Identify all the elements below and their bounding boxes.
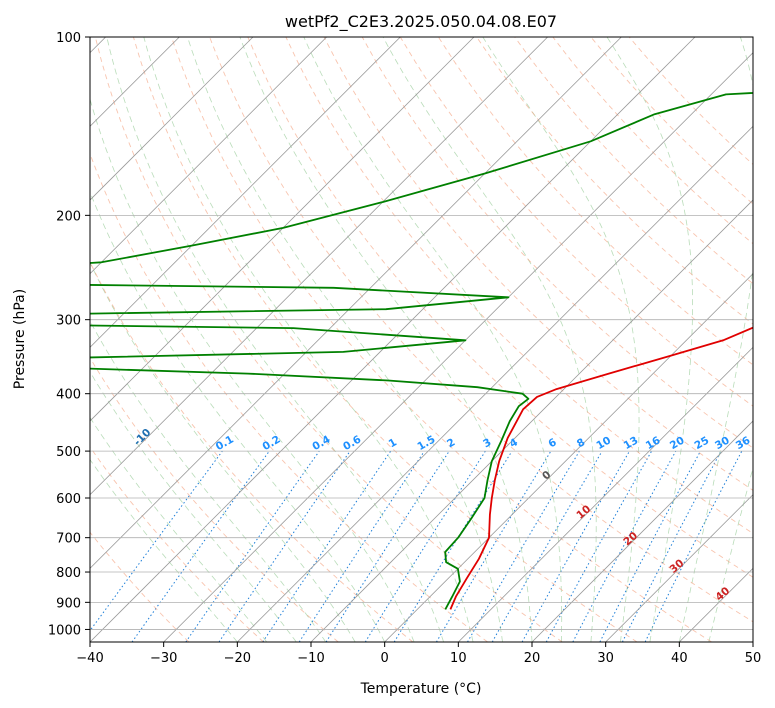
y-tick-label: 1000 (48, 623, 81, 638)
y-tick-label: 900 (56, 596, 81, 611)
moist-adiabat-line (90, 458, 238, 642)
y-tick-label: 600 (56, 492, 81, 507)
mixing-ratio-line (298, 450, 425, 642)
dry-adiabat-line (90, 152, 488, 642)
x-tick-label: 50 (745, 651, 762, 666)
moist-adiabat-line (708, 466, 753, 642)
y-axis-label: Pressure (hPa) (12, 289, 28, 389)
plot-area: 0.10.20.40.611.52346810131620253036-100-… (90, 37, 753, 642)
dry-adiabat-line (514, 37, 753, 285)
sounding-profiles (90, 92, 753, 610)
isotherm-line (458, 346, 753, 642)
isotherm-line (605, 494, 753, 642)
moist-adiabat-line (382, 37, 597, 642)
isotherm-line (90, 37, 475, 422)
isotherm-line (310, 199, 753, 642)
x-tick-label: 20 (524, 651, 541, 666)
x-axis-ticks: −40 −30 −20 −10 0 10 20 30 40 50 (76, 642, 761, 666)
x-tick-label: 40 (671, 651, 688, 666)
isotherm-line (90, 37, 254, 201)
moist-adiabat-line (482, 37, 640, 642)
y-tick-label: 500 (56, 445, 81, 460)
moist-adiabat-line (90, 261, 356, 642)
x-tick-label: 0 (381, 651, 389, 666)
moist-adiabat-line (303, 37, 563, 642)
dry-adiabat-line (361, 37, 753, 449)
isotherm-line (90, 37, 696, 642)
isotherm-line (90, 37, 327, 275)
moist-adiabat-line (90, 320, 327, 642)
x-tick-label: −30 (150, 651, 177, 666)
dry-adiabat-line (247, 37, 753, 578)
x-tick-label: 30 (597, 651, 614, 666)
chart-title: wetPf2_C2E3.2025.050.04.08.E07 (285, 12, 557, 32)
y-axis-ticks: 100 200 300 400 500 600 700 800 900 1000 (48, 31, 90, 638)
x-tick-label: −10 (297, 651, 324, 666)
isotherm-line (384, 273, 753, 642)
isotherm-line (163, 52, 753, 642)
mixing-ratio-line (185, 450, 320, 642)
y-tick-label: 800 (56, 566, 81, 581)
isotherm-line (237, 125, 753, 642)
isotherm-line (90, 37, 548, 496)
moist-adiabat-line (90, 416, 268, 642)
isotherm-line (90, 37, 622, 569)
y-tick-label: 100 (56, 31, 81, 46)
mixing-ratio-line (644, 450, 743, 642)
dry-adiabat-line (132, 37, 638, 642)
moist-adiabat-line (239, 37, 533, 642)
moist-adiabat-line (143, 37, 474, 642)
x-tick-label: −20 (224, 651, 251, 666)
plot-frame (89, 36, 754, 643)
y-tick-label: 300 (56, 314, 81, 329)
moist-adiabat-line (678, 37, 753, 642)
dry-adiabats (90, 37, 753, 642)
mixing-ratio-line (325, 450, 450, 642)
dewpoint-profile-line (90, 92, 753, 610)
pressure-gridlines (90, 37, 753, 630)
mixing-ratio-line (545, 450, 653, 642)
mixing-ratio-line (572, 450, 677, 642)
moist-adiabat-line (187, 37, 503, 642)
moist-adiabat-line (606, 37, 693, 642)
moist-adiabat-line (90, 371, 297, 642)
dry-adiabat-line (90, 531, 190, 642)
y-tick-label: 200 (56, 209, 81, 224)
dry-adiabat-line (171, 37, 712, 642)
dry-adiabat-line (90, 356, 339, 642)
dry-adiabat-line (399, 37, 753, 407)
moist-adiabat-line (90, 190, 386, 642)
dry-adiabat-line (209, 37, 753, 623)
moist-adiabat-line (106, 37, 444, 642)
x-tick-label: 10 (450, 651, 467, 666)
skewed-isotherms (90, 37, 753, 642)
x-tick-label: −40 (76, 651, 103, 666)
mixing-ratio-line (262, 450, 392, 642)
dry-adiabat-line (90, 446, 264, 642)
x-axis-label: Temperature (°C) (360, 681, 482, 697)
temperature-profile-line (449, 326, 753, 610)
y-tick-label: 400 (56, 388, 81, 403)
mixing-ratio-line (90, 450, 223, 632)
mixing-ratio-line (218, 450, 351, 642)
isotherm-line (531, 420, 753, 642)
mixing-ratio-line (521, 450, 630, 642)
mixing-ratio-line (131, 450, 270, 642)
y-tick-label: 700 (56, 532, 81, 547)
dry-adiabat-line (94, 37, 563, 642)
isotherm-line (90, 37, 401, 348)
